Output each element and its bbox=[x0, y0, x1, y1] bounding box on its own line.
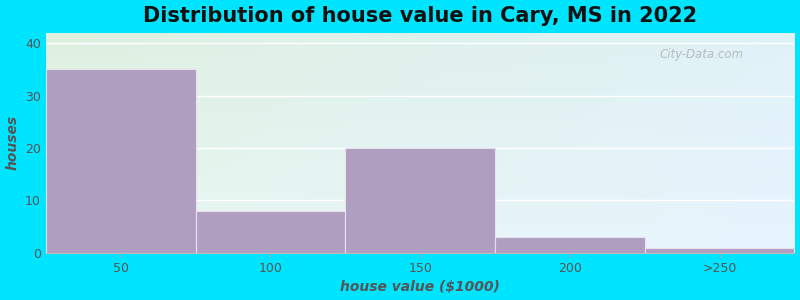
Title: Distribution of house value in Cary, MS in 2022: Distribution of house value in Cary, MS … bbox=[143, 6, 698, 26]
Text: City-Data.com: City-Data.com bbox=[660, 48, 744, 61]
Bar bbox=[195, 211, 346, 253]
X-axis label: house value ($1000): house value ($1000) bbox=[340, 280, 500, 294]
Bar bbox=[46, 69, 195, 253]
Y-axis label: houses: houses bbox=[6, 115, 19, 170]
Bar bbox=[645, 248, 794, 253]
Bar bbox=[495, 237, 645, 253]
Bar bbox=[346, 148, 495, 253]
